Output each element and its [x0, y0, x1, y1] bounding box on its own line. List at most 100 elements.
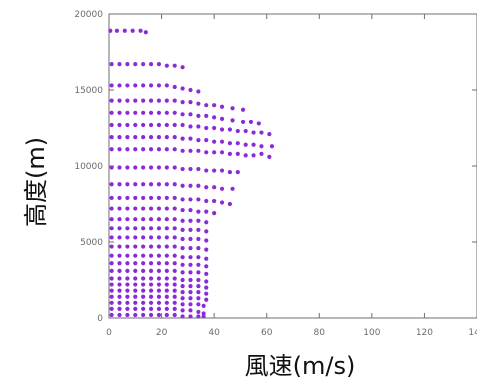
data-point	[172, 98, 177, 103]
data-point	[133, 268, 138, 273]
data-point	[148, 306, 154, 311]
data-point	[109, 135, 114, 140]
data-point	[148, 83, 154, 88]
data-point	[125, 122, 130, 128]
data-point	[235, 169, 240, 175]
tick-labels: 0 20 40 60 80 100 120 140 0 5000 10000 15000 20000	[74, 10, 477, 338]
data-point	[204, 103, 209, 108]
data-point	[172, 235, 177, 240]
data-point	[125, 182, 130, 187]
data-point	[204, 238, 209, 243]
data-point	[204, 279, 209, 284]
data-point	[164, 306, 169, 311]
data-point	[180, 262, 185, 267]
data-point	[164, 122, 169, 128]
data-point	[141, 268, 146, 273]
data-point	[125, 110, 130, 115]
data-point	[109, 282, 114, 287]
data-point	[269, 144, 275, 149]
data-point	[172, 226, 177, 231]
data-point	[156, 83, 162, 88]
data-point	[267, 154, 272, 159]
data-point	[156, 135, 162, 140]
data-point	[172, 206, 177, 211]
data-point	[117, 253, 122, 258]
data-point	[141, 98, 146, 103]
data-point	[141, 195, 146, 201]
data-point	[141, 165, 146, 170]
data-point	[180, 207, 185, 213]
data-point	[156, 206, 162, 211]
data-point	[117, 261, 122, 266]
data-point	[133, 110, 138, 115]
data-point	[141, 253, 146, 258]
data-point	[117, 244, 122, 249]
data-point	[117, 182, 122, 187]
data-point	[156, 312, 162, 318]
data-point	[141, 83, 146, 88]
data-point	[125, 195, 130, 201]
data-point	[180, 296, 185, 301]
data-point	[156, 300, 162, 305]
data-point	[164, 312, 169, 318]
data-point	[133, 300, 138, 305]
data-point	[164, 165, 169, 170]
data-point	[164, 63, 169, 68]
data-point	[180, 148, 185, 153]
data-point	[141, 306, 146, 311]
data-point	[212, 150, 217, 155]
data-point	[148, 226, 154, 231]
data-point	[109, 235, 114, 240]
data-point	[141, 276, 146, 281]
data-point	[188, 136, 193, 141]
data-point	[117, 122, 122, 128]
data-point	[212, 185, 217, 190]
data-point	[156, 110, 162, 115]
data-point	[141, 300, 146, 305]
data-point	[117, 110, 122, 115]
data-point	[172, 276, 177, 281]
data-point	[125, 244, 130, 249]
data-point	[109, 268, 114, 273]
data-point	[156, 235, 162, 240]
data-point	[141, 206, 146, 211]
data-point	[204, 285, 209, 290]
data-point	[125, 98, 130, 103]
data-point	[172, 122, 177, 128]
data-point	[180, 302, 185, 307]
data-point	[133, 306, 138, 311]
data-point	[117, 83, 122, 88]
data-point	[125, 235, 130, 240]
data-point	[196, 302, 201, 307]
data-point	[117, 306, 122, 311]
data-point	[109, 294, 114, 299]
data-point	[156, 306, 162, 311]
data-point	[172, 182, 177, 187]
data-point	[141, 122, 146, 128]
data-point	[109, 217, 114, 222]
data-point	[230, 118, 235, 123]
y-tick-label: 20000	[74, 10, 103, 20]
data-point	[180, 183, 185, 188]
data-point	[212, 125, 217, 131]
data-point	[109, 306, 114, 311]
data-point	[148, 98, 154, 103]
data-point	[156, 165, 162, 170]
data-point	[180, 255, 185, 260]
data-point	[109, 182, 114, 187]
data-point	[156, 268, 162, 273]
data-point	[196, 166, 201, 172]
data-point	[196, 270, 201, 275]
data-point	[148, 261, 154, 266]
data-point	[235, 128, 240, 134]
y-axis-title: 高度(m)	[22, 137, 50, 227]
data-point	[180, 270, 185, 275]
data-point	[180, 122, 185, 128]
data-point	[122, 28, 127, 33]
data-point	[156, 288, 162, 293]
data-point	[256, 121, 261, 126]
data-point	[133, 244, 138, 249]
data-point	[148, 268, 154, 273]
data-point	[156, 294, 162, 299]
data-point	[141, 282, 146, 287]
